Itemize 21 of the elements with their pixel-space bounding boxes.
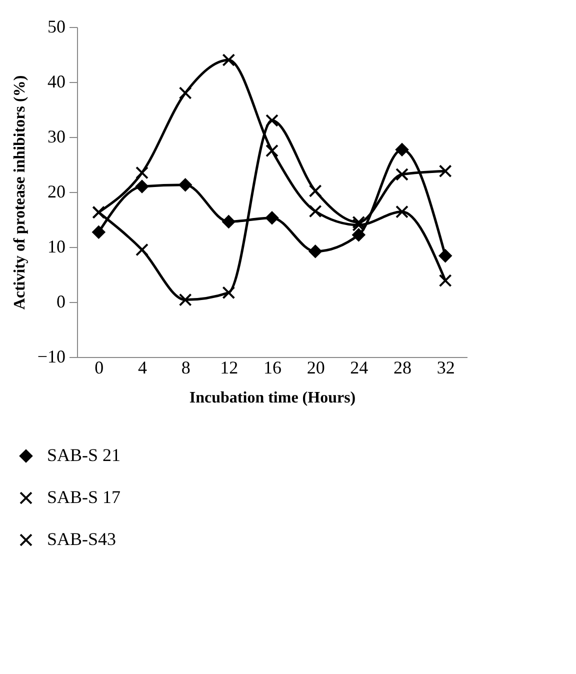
x-tick-label: 28 <box>394 358 412 378</box>
x-tick-label: 4 <box>138 358 147 378</box>
x-tick-label: 16 <box>264 358 282 378</box>
y-tick-label: 20 <box>48 182 66 202</box>
y-tick-label: 10 <box>48 236 66 256</box>
x-tick-label: 24 <box>350 358 368 378</box>
y-tick-label: 50 <box>48 16 66 36</box>
x-tick-label: 8 <box>181 358 190 378</box>
x-tick-label: 32 <box>436 358 455 378</box>
y-tick-label: 30 <box>48 126 66 146</box>
legend-label: SAB-S 17 <box>47 487 121 507</box>
y-tick-label: 0 <box>56 292 66 312</box>
x-tick-label: 20 <box>306 358 325 378</box>
x-tick-label: 0 <box>94 358 104 378</box>
x-tick-label: 12 <box>220 358 238 378</box>
legend-label: SAB-S 21 <box>47 445 121 465</box>
x-axis-title: Incubation time (Hours) <box>189 390 356 406</box>
legend-label: SAB-S43 <box>47 529 116 549</box>
y-tick-label: 40 <box>48 72 66 92</box>
y-tick-label: −10 <box>37 346 66 366</box>
y-axis-title: Activity of protease inhibitors (%) <box>11 75 28 310</box>
